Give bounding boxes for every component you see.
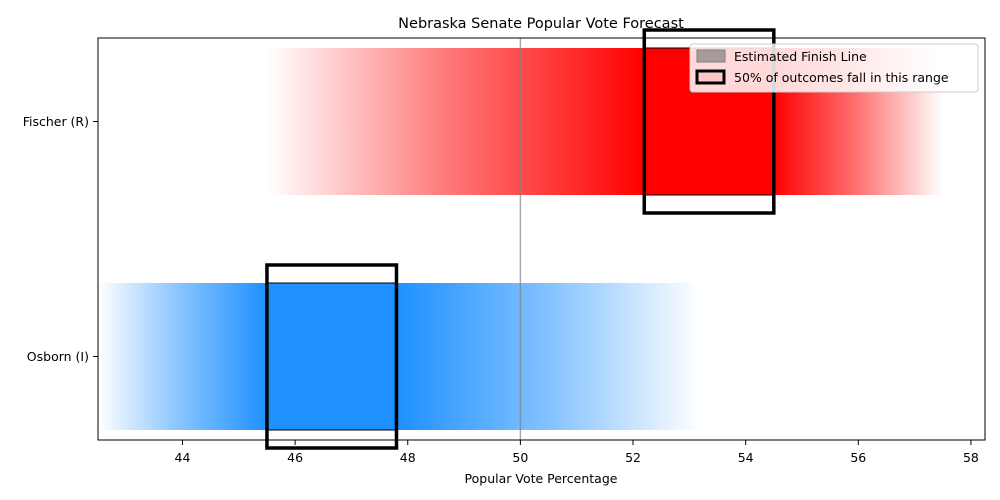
x-tick-label: 52 [625, 450, 641, 465]
x-tick-label: 48 [400, 450, 416, 465]
x-tick-label: 56 [850, 450, 866, 465]
chart-title: Nebraska Senate Popular Vote Forecast [398, 16, 684, 32]
x-axis-label: Popular Vote Percentage [465, 471, 618, 486]
range-boxes-layer [265, 28, 776, 450]
x-tick-label: 46 [287, 450, 303, 465]
x-tick-label: 58 [963, 450, 979, 465]
forecast-bar [98, 283, 701, 430]
legend-finish-line-label: Estimated Finish Line [734, 49, 867, 64]
y-tick-label: Fischer (R) [23, 114, 89, 129]
legend-finish-line-swatch [696, 49, 726, 63]
legend-frame [689, 43, 979, 93]
x-tick-label: 50 [512, 450, 528, 465]
axes-frame [97, 37, 986, 441]
x-tick-label: 44 [175, 450, 191, 465]
interquartile-fill [266, 282, 397, 431]
legend-range-box-label: 50% of outcomes fall in this range [734, 70, 949, 85]
x-axis-ticks: 44 46 48 50 52 54 56 58 [175, 440, 979, 465]
y-tick-label: Osborn (I) [27, 349, 89, 364]
legend-range-box-swatch [695, 69, 726, 85]
y-axis-ticks: Fischer (R) Osborn (I) [23, 114, 98, 364]
range-box [265, 263, 399, 450]
range-box [642, 28, 776, 215]
legend: Estimated Finish Line 50% of outcomes fa… [689, 43, 979, 93]
x-tick-label: 54 [738, 450, 754, 465]
